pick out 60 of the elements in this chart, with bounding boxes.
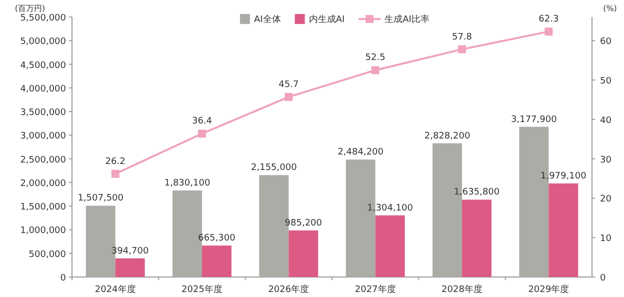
data-label: 45.7: [278, 80, 299, 90]
y-tick-label: 1,000,000: [20, 226, 66, 236]
data-label: 52.5: [365, 53, 386, 64]
point: [111, 170, 120, 178]
bar: [548, 183, 578, 277]
data-label: 2,828,200: [424, 131, 470, 142]
data-label: 2,155,000: [251, 163, 298, 174]
bar: [375, 215, 405, 277]
y2-tick-label: 40: [600, 116, 612, 126]
legend-label: 内生成AI: [308, 14, 345, 25]
legend-label: AI全体: [254, 14, 281, 25]
y2-tick-label: 30: [600, 155, 612, 166]
data-label: 57.8: [452, 32, 472, 42]
y2-tick-label: 60: [600, 37, 612, 48]
y2-tick-label: 0: [600, 274, 606, 284]
x-tick-label: 2029年度: [528, 284, 570, 295]
y-axis-title: (百万円): [14, 4, 46, 13]
y-tick-label: 2,500,000: [20, 155, 66, 166]
legend-label: 生成AI比率: [384, 14, 430, 25]
x-tick-label: 2027年度: [354, 284, 396, 295]
data-label: 665,300: [198, 234, 236, 244]
y-tick-label: 1,500,000: [20, 202, 66, 213]
y-tick-label: 3,000,000: [20, 132, 66, 142]
data-label: 985,200: [284, 218, 322, 228]
data-label: 36.4: [192, 116, 212, 127]
point: [458, 45, 466, 54]
bar: [202, 246, 232, 277]
x-tick-label: 2025年度: [182, 284, 222, 295]
bar: [115, 258, 145, 277]
data-label: 26.2: [105, 156, 126, 167]
y-tick-label: 2,000,000: [20, 178, 66, 189]
y2-tick-label: 50: [600, 76, 612, 87]
data-label: 1,830,100: [164, 178, 210, 188]
y2-tick-label: 10: [600, 234, 612, 244]
y-tick-label: 3,500,000: [20, 108, 66, 118]
x-tick-label: 2028年度: [442, 284, 482, 295]
data-label: 3,177,900: [511, 114, 558, 125]
point: [371, 66, 380, 74]
y2-tick-label: 20: [600, 194, 612, 205]
point: [284, 92, 293, 101]
y-tick-label: 500,000: [28, 250, 66, 260]
y2-axis-title: (%): [603, 4, 617, 13]
y-tick-label: 5,500,000: [20, 14, 66, 24]
data-label: 1,507,500: [78, 194, 124, 204]
x-tick-label: 2026年度: [268, 284, 310, 295]
data-label: 62.3: [538, 14, 559, 25]
x-tick-label: 2024年度: [94, 284, 136, 295]
data-label: 1,304,100: [367, 203, 414, 214]
data-label: 1,979,100: [540, 171, 587, 182]
point: [544, 28, 553, 36]
y-tick-label: 0: [60, 274, 66, 284]
y-tick-label: 4,000,000: [20, 84, 66, 94]
bar: [288, 230, 318, 277]
data-label: 2,484,200: [338, 148, 384, 158]
data-label: 1,635,800: [454, 188, 500, 198]
y-tick-label: 4,500,000: [20, 60, 66, 71]
point: [198, 130, 206, 138]
bar: [462, 200, 492, 277]
data-label: 394,700: [111, 246, 149, 256]
y-tick-label: 5,000,000: [20, 37, 66, 48]
